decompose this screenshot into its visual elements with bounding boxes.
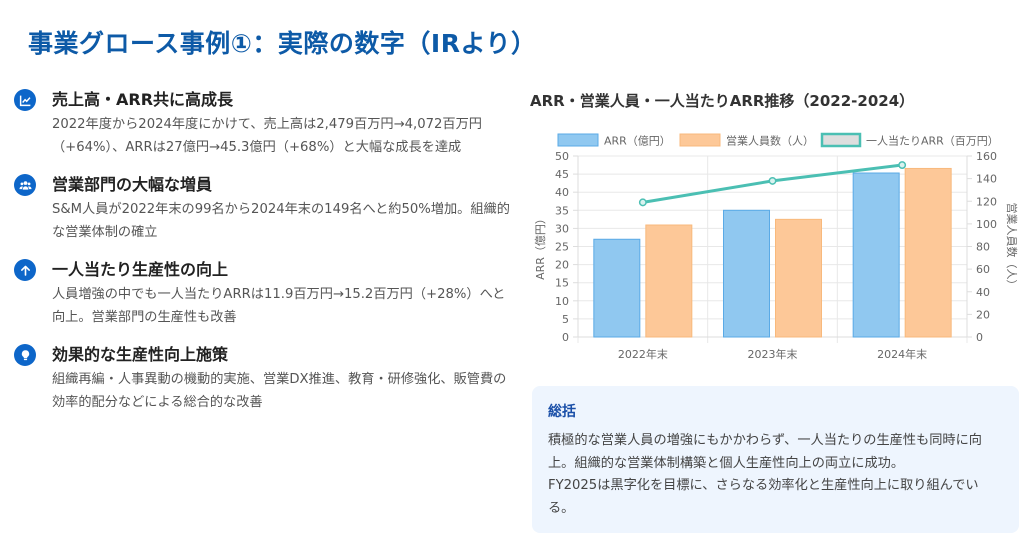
headcount-bar[interactable] (904, 167, 952, 338)
y2-tick-label: 100 (976, 218, 997, 231)
lightbulb-icon (14, 344, 36, 366)
line-point[interactable] (768, 176, 777, 185)
y-tick-label: 10 (555, 295, 569, 308)
legend-label[interactable]: ARR（億円） (604, 135, 671, 148)
chart-title: ARR・営業人員・一人当たりARR推移（2022-2024） (530, 92, 915, 110)
legend-swatch[interactable] (820, 132, 862, 148)
highlight-body: 人員増強の中でも一人当たりARRは11.9百万円→15.2百万円（+28%）へと… (52, 287, 506, 325)
summary-line: FY2025は黒字化を目標に、さらなる効率化と生産性向上に取り組んでいる。 (548, 478, 979, 516)
highlight-item-growth: 売上高・ARR共に高成長 2022年度から2024年度にかけて、売上高は2,47… (14, 88, 514, 159)
y-axis-title: ARR（億円） (534, 213, 547, 280)
x-tick-label: 2023年末 (748, 347, 798, 361)
headcount-bar[interactable] (775, 218, 822, 338)
highlights-list: 売上高・ARR共に高成長 2022年度から2024年度にかけて、売上高は2,47… (14, 88, 514, 428)
y2-tick-label: 40 (976, 286, 990, 299)
y-tick-label: 30 (555, 222, 569, 235)
highlight-title: 営業部門の大幅な増員 (52, 175, 213, 194)
y2-tick-label: 140 (976, 173, 997, 186)
summary-body: 積極的な営業人員の増強にもかかわらず、一人当たりの生産性も同時に向上。組織的な営… (548, 430, 1003, 520)
y2-tick-label: 80 (976, 241, 990, 254)
arrow-up-icon (14, 259, 36, 281)
highlight-item-headcount: 営業部門の大幅な増員 S&M人員が2022年末の99名から2024年末の149名… (14, 173, 514, 244)
highlight-body: 2022年度から2024年度にかけて、売上高は2,479百万円→4,072百万円… (52, 117, 482, 155)
highlight-body: 組織再編・人事異動の機動的実施、営業DX推進、教育・研修強化、販管費の効率的配分… (52, 372, 507, 410)
highlight-item-measures: 効果的な生産性向上施策 組織再編・人事異動の機動的実施、営業DX推進、教育・研修… (14, 343, 514, 414)
y-tick-label: 50 (555, 150, 569, 163)
x-tick-label: 2022年末 (618, 347, 668, 361)
x-tick-label: 2024年末 (877, 347, 927, 361)
headcount-bar[interactable] (645, 224, 693, 338)
y-tick-label: 5 (562, 313, 569, 326)
legend-label[interactable]: 一人当たりARR（百万円） (866, 134, 999, 148)
y2-tick-label: 160 (976, 150, 997, 163)
summary-title: 総括 (548, 404, 576, 420)
y2-tick-label: 120 (976, 195, 997, 208)
users-icon (14, 174, 36, 196)
combo-chart: ARR（億円） 営業人員数（人） 一人当たりARR（百万円） 0 5 10 15 20 25 30… (534, 132, 1019, 361)
legend-swatch[interactable] (557, 133, 599, 147)
chart-line-icon (14, 89, 36, 111)
y-tick-label: 20 (555, 259, 569, 272)
page-title: 事業グロース事例①：実際の数字（IRより） (28, 29, 537, 58)
highlight-item-productivity: 一人当たり生産性の向上 人員増強の中でも一人当たりARRは11.9百万円→15.… (14, 258, 514, 329)
y-tick-label: 40 (555, 186, 569, 199)
y-tick-label: 25 (555, 241, 569, 254)
y-tick-label: 0 (562, 331, 569, 344)
arr-bar[interactable] (852, 172, 900, 338)
chart-container: ARR・営業人員・一人当たりARR推移（2022-2024） ARR（億円） 営業… (530, 88, 1024, 373)
arr-bar[interactable] (723, 209, 770, 338)
summary-box: 総括 積極的な営業人員の増強にもかかわらず、一人当たりの生産性も同時に向上。組織… (532, 386, 1019, 533)
legend-label[interactable]: 営業人員数（人） (726, 134, 814, 148)
y2-tick-label: 0 (976, 331, 983, 344)
legend-swatch[interactable] (679, 133, 721, 147)
y-tick-label: 15 (555, 277, 569, 290)
y2-axis-title: 営業人員数（人） (1005, 203, 1019, 291)
y-tick-label: 35 (555, 204, 569, 217)
highlight-title: 売上高・ARR共に高成長 (52, 90, 234, 109)
highlight-title: 一人当たり生産性の向上 (52, 260, 229, 279)
y2-tick-label: 60 (976, 263, 990, 276)
line-point[interactable] (898, 161, 907, 169)
line-point[interactable] (638, 198, 647, 207)
y-tick-label: 45 (555, 168, 569, 181)
summary-line: 積極的な営業人員の増強にもかかわらず、一人当たりの生産性も同時に向上。組織的な営… (548, 433, 982, 471)
arr-bar[interactable] (593, 238, 641, 338)
highlight-body: S&M人員が2022年末の99名から2024年末の149名へと約50%増加。組織… (52, 202, 510, 240)
highlight-title: 効果的な生産性向上施策 (52, 345, 229, 364)
y2-tick-label: 20 (976, 308, 990, 321)
